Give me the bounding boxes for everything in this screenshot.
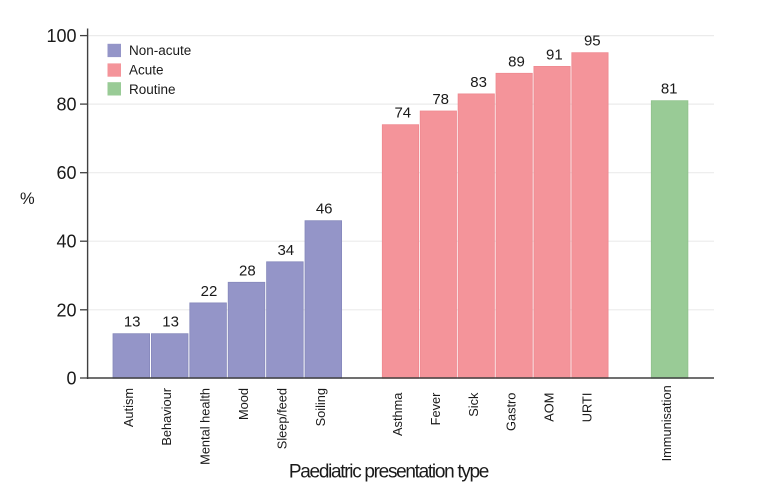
svg-text:Non-acute: Non-acute [129,43,191,58]
svg-text:%: % [20,190,35,208]
svg-text:Routine: Routine [129,82,176,97]
svg-text:89: 89 [508,53,525,70]
svg-text:95: 95 [584,33,601,50]
svg-text:Paediatric presentation type: Paediatric presentation type [289,462,489,483]
svg-text:Behaviour: Behaviour [159,387,174,445]
svg-text:Mental health: Mental health [198,388,213,465]
svg-text:28: 28 [239,262,256,279]
svg-text:AOM: AOM [542,393,557,422]
svg-text:80: 80 [56,95,76,115]
svg-text:Acute: Acute [129,62,164,77]
svg-text:Sick: Sick [466,392,481,417]
svg-text:81: 81 [661,81,678,98]
svg-text:Fever: Fever [428,392,443,425]
svg-text:100: 100 [46,26,76,46]
svg-text:URTI: URTI [579,393,594,423]
svg-text:91: 91 [546,46,563,63]
svg-text:0: 0 [66,369,76,389]
svg-text:20: 20 [56,300,76,320]
svg-text:74: 74 [394,105,411,122]
svg-text:Gastro: Gastro [504,393,519,431]
svg-text:Sleep/feed: Sleep/feed [274,388,289,449]
svg-text:78: 78 [432,91,449,108]
svg-text:22: 22 [201,283,218,300]
svg-text:83: 83 [470,74,487,91]
svg-text:13: 13 [124,314,141,331]
svg-text:Autism: Autism [121,388,136,427]
svg-text:Immunisation: Immunisation [659,385,674,461]
svg-text:Mood: Mood [236,388,251,420]
svg-text:40: 40 [56,232,76,252]
svg-text:46: 46 [316,201,333,218]
svg-text:Asthma: Asthma [390,392,405,436]
svg-text:34: 34 [277,242,294,259]
svg-text:60: 60 [56,163,76,183]
svg-text:13: 13 [162,314,179,331]
svg-text:Soiling: Soiling [313,388,328,426]
